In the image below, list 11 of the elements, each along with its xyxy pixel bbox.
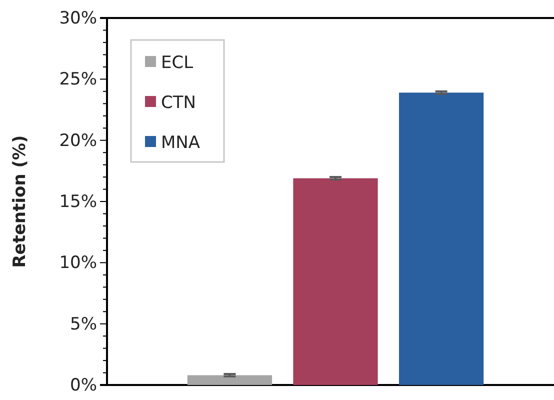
y-tick-label: 25% [59, 70, 97, 90]
y-tick-label: 15% [59, 192, 97, 212]
y-tick-label: 30% [59, 8, 97, 28]
y-axis-title: Retention (%) [10, 135, 30, 268]
y-tick-label: 10% [59, 253, 97, 274]
legend-label: ECL [161, 53, 194, 73]
legend-label: CTN [161, 93, 196, 113]
y-tick-label: 0% [70, 375, 97, 396]
legend-label: MNA [161, 133, 200, 153]
y-tick-label: 5% [70, 314, 97, 334]
y-tick-label: 20% [59, 130, 97, 151]
